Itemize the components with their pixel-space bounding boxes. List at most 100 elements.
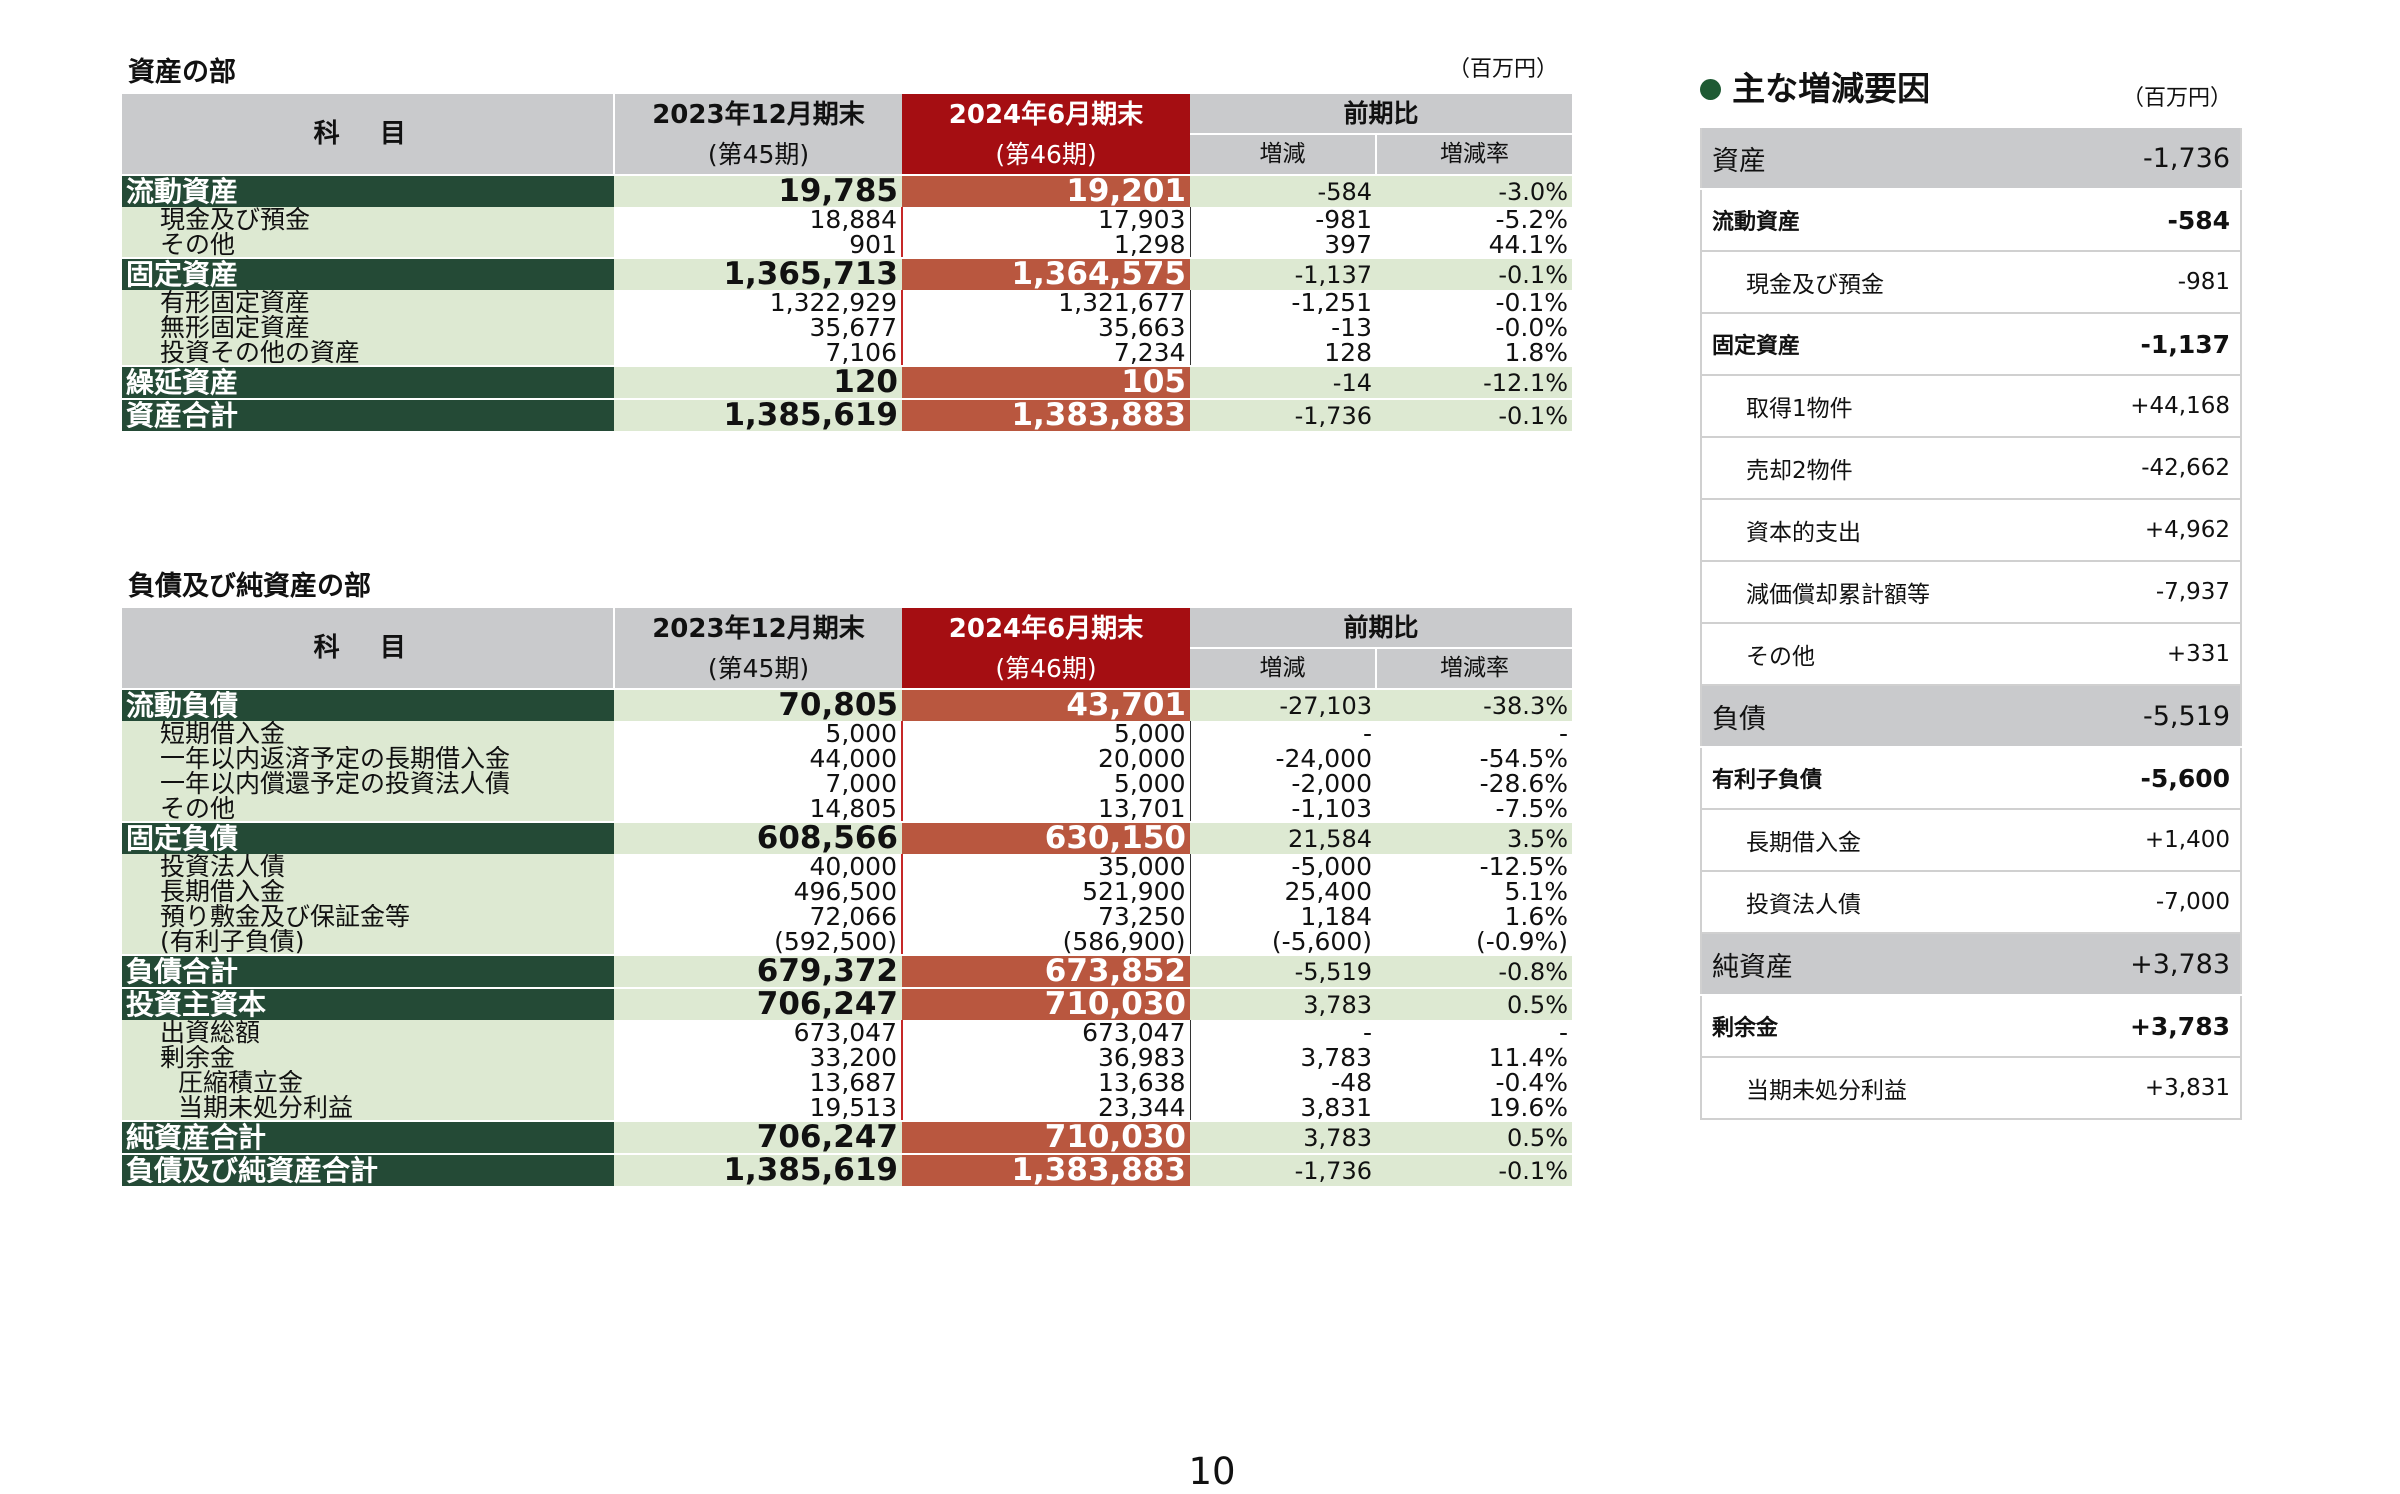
change-value: -48: [1190, 1070, 1376, 1095]
row-label: 当期未処分利益: [122, 1095, 614, 1120]
curr-period-value: 521,900: [902, 879, 1191, 904]
curr-period-value: 23,344: [902, 1095, 1191, 1120]
row-label: 純資産合計: [122, 1122, 614, 1153]
factor-row: 長期借入金 +1,400: [1701, 809, 2241, 872]
curr-period-value: 19,201: [902, 176, 1190, 207]
table-row: その他 901 1,298 397 44.1%: [122, 232, 1573, 257]
prev-period-value: 35,677: [614, 315, 903, 340]
table-row-total: 固定資産 1,365,713 1,364,575 -1,137 -0.1%: [122, 259, 1573, 290]
table-row: 一年以内償還予定の投資法人債 7,000 5,000 -2,000 -28.6%: [122, 771, 1573, 796]
table-row: その他 14,805 13,701 -1,103 -7.5%: [122, 796, 1573, 821]
prev-period-value: 608,566: [614, 823, 902, 854]
prev-period-value: 1,365,713: [614, 259, 902, 290]
change-rate-value: -7.5%: [1376, 796, 1573, 821]
change-value: 3,783: [1190, 1122, 1376, 1153]
prev-period-value: 40,000: [614, 854, 903, 879]
row-label: 流動資産: [122, 176, 614, 207]
factor-value: +4,962: [2071, 499, 2241, 562]
prev-period-value: 14,805: [614, 796, 903, 821]
change-rate-value: -: [1376, 1020, 1573, 1045]
curr-period-value: 36,983: [902, 1045, 1191, 1070]
row-label: 流動負債: [122, 690, 614, 721]
prev-period-value: 44,000: [614, 746, 903, 771]
factor-value: -5,600: [2071, 747, 2241, 810]
change-rate-value: -0.4%: [1376, 1070, 1573, 1095]
curr-period-value: 13,701: [902, 796, 1191, 821]
factor-label: 固定資産: [1701, 313, 2071, 376]
curr-period-value: 35,663: [902, 315, 1191, 340]
change-rate-value: -3.0%: [1376, 176, 1573, 207]
factor-value: +3,783: [2071, 995, 2241, 1058]
factor-label: 減価償却累計額等: [1701, 561, 2071, 624]
curr-period-value: 673,047: [902, 1020, 1191, 1045]
header-change: 増減: [1190, 134, 1376, 174]
prev-period-value: 901: [614, 232, 903, 257]
factor-value: -7,000: [2071, 871, 2241, 934]
factor-row: 取得1物件 +44,168: [1701, 375, 2241, 438]
factor-label: 取得1物件: [1701, 375, 2071, 438]
factor-label: 売却2物件: [1701, 437, 2071, 500]
prev-period-value: 7,106: [614, 340, 903, 365]
table-row: 有形固定資産 1,322,929 1,321,677 -1,251 -0.1%: [122, 290, 1573, 315]
header-change-rate: 増減率: [1374, 134, 1573, 174]
table-row: 圧縮積立金 13,687 13,638 -48 -0.4%: [122, 1070, 1573, 1095]
curr-period-value: 630,150: [902, 823, 1190, 854]
factor-row: 減価償却累計額等 -7,937: [1701, 561, 2241, 624]
row-label: 固定負債: [122, 823, 614, 854]
factor-row: 投資法人債 -7,000: [1701, 871, 2241, 934]
curr-period-value: 20,000: [902, 746, 1191, 771]
row-label: 資産合計: [122, 400, 614, 431]
table-row-total: 流動資産 19,785 19,201 -584 -3.0%: [122, 176, 1573, 207]
table-row: 長期借入金 496,500 521,900 25,400 5.1%: [122, 879, 1573, 904]
curr-period-value: 105: [902, 367, 1190, 398]
factor-label: 現金及び預金: [1701, 251, 2071, 314]
factor-label: 有利子負債: [1701, 747, 2071, 810]
curr-period-value: 43,701: [902, 690, 1190, 721]
factor-value: -42,662: [2071, 437, 2241, 500]
factor-label: 投資法人債: [1701, 871, 2071, 934]
header-kamoku: 科 目: [122, 608, 614, 688]
table-row: 短期借入金 5,000 5,000- -: [122, 721, 1573, 746]
change-value: -981: [1190, 207, 1376, 232]
change-rate-value: 44.1%: [1376, 232, 1573, 257]
change-rate-value: -0.8%: [1376, 956, 1573, 987]
change-rate-value: 19.6%: [1376, 1095, 1573, 1120]
factor-value: +331: [2071, 623, 2241, 686]
table-row: 投資その他の資産 7,106 7,234 128 1.8%: [122, 340, 1573, 365]
prev-period-value: 72,066: [614, 904, 903, 929]
change-value: -: [1190, 721, 1376, 746]
row-label: 無形固定資産: [122, 315, 614, 340]
change-value: -5,519: [1190, 956, 1376, 987]
row-label: その他: [122, 796, 614, 821]
factor-row: 有利子負債 -5,600: [1701, 747, 2241, 810]
change-value: 3,831: [1190, 1095, 1376, 1120]
header-change-rate: 増減率: [1374, 648, 1573, 688]
change-value: -14: [1190, 367, 1376, 398]
factor-label: 純資産: [1701, 933, 2071, 996]
row-label: 投資主資本: [122, 989, 614, 1020]
curr-period-value: 673,852: [902, 956, 1190, 987]
table-row: 無形固定資産 35,677 35,663 -13 -0.0%: [122, 315, 1573, 340]
change-value: -2,000: [1190, 771, 1376, 796]
prev-period-value: 496,500: [614, 879, 903, 904]
row-label: (有利子負債): [122, 929, 614, 954]
factor-label: 流動資産: [1701, 189, 2071, 252]
change-rate-value: 0.5%: [1376, 1122, 1573, 1153]
change-value: -584: [1190, 176, 1376, 207]
prev-period-value: 18,884: [614, 207, 903, 232]
prev-period-value: (592,500): [614, 929, 903, 954]
change-rate-value: -: [1376, 721, 1573, 746]
change-rate-value: 5.1%: [1376, 879, 1573, 904]
factor-row: 売却2物件 -42,662: [1701, 437, 2241, 500]
table-row: 投資法人債 40,000 35,000 -5,000 -12.5%: [122, 854, 1573, 879]
prev-period-value: 1,385,619: [614, 400, 902, 431]
factor-row: 固定資産 -1,137: [1701, 313, 2241, 376]
curr-period-value: 17,903: [902, 207, 1191, 232]
change-value: -5,000: [1190, 854, 1376, 879]
row-label: 剰余金: [122, 1045, 614, 1070]
table-row: 預り敷金及び保証金等 72,066 73,250 1,184 1.6%: [122, 904, 1573, 929]
change-rate-value: -12.5%: [1376, 854, 1573, 879]
factor-row: 現金及び預金 -981: [1701, 251, 2241, 314]
change-rate-value: -0.1%: [1376, 400, 1573, 431]
assets-table: 科 目 2023年12月期末 2024年6月期末 前期比 (第45期) (第46…: [122, 94, 1573, 431]
